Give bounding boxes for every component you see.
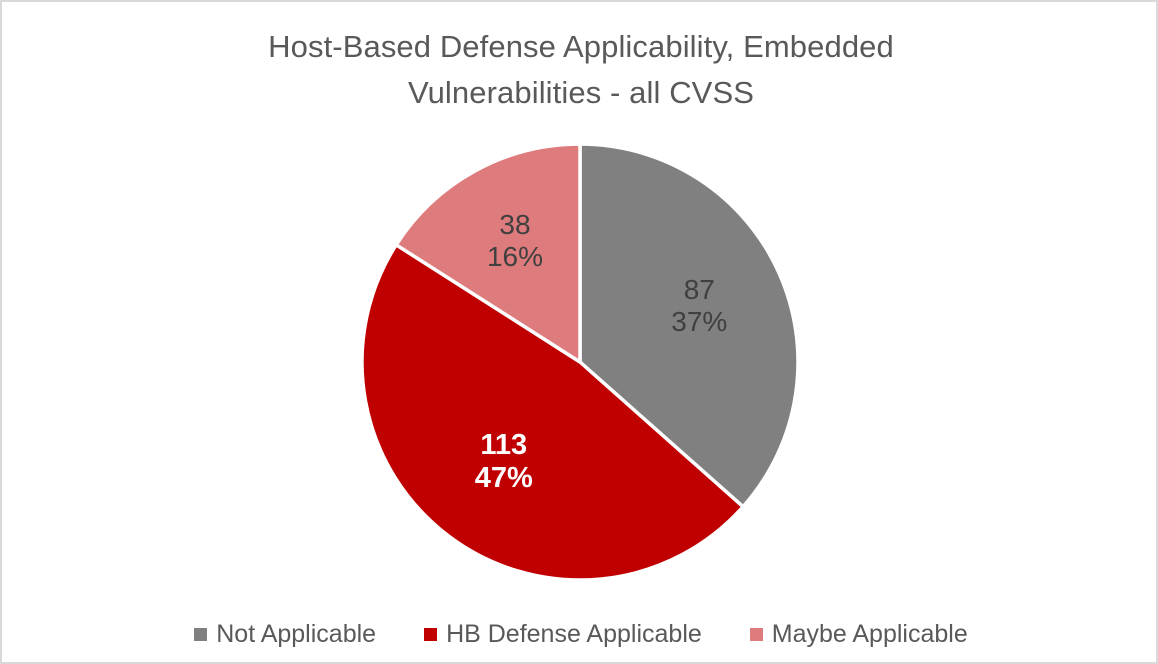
pie-slices-group: [360, 142, 800, 582]
chart-title: Host-Based Defense Applicability, Embedd…: [268, 29, 894, 110]
legend-swatch-icon-2: [749, 627, 763, 641]
legend-item-2[interactable]: Maybe Applicable: [749, 620, 968, 648]
legend-item-0[interactable]: Not Applicable: [194, 620, 376, 648]
plot-area: 87 37% 113 47% 38 16%: [2, 2, 1156, 602]
chart-legend: Not Applicable HB Defense Applicable May…: [2, 620, 1156, 648]
pie-slice-2[interactable]: [394, 142, 582, 364]
pie-slice-1[interactable]: [360, 243, 745, 582]
legend-label-1: HB Defense Applicable: [446, 620, 702, 648]
legend-swatch-icon-0: [194, 627, 208, 641]
legend-label-2: Maybe Applicable: [771, 620, 968, 648]
pie-chart-svg: [360, 142, 800, 582]
pie-slice-0[interactable]: [578, 142, 800, 509]
legend-label-0: Not Applicable: [216, 620, 377, 648]
legend-swatch-icon-1: [424, 627, 438, 641]
legend-item-1[interactable]: HB Defense Applicable: [424, 620, 702, 648]
